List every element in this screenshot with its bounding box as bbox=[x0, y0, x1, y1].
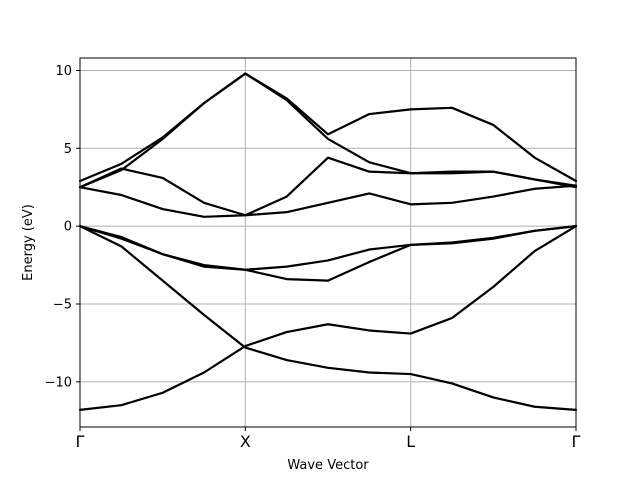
band-line-7 bbox=[78, 72, 578, 189]
y-tick-label: 5 bbox=[64, 142, 72, 157]
x-tick-label: Γ bbox=[76, 432, 85, 451]
band-line-8 bbox=[78, 72, 578, 183]
grid-lines bbox=[79, 58, 577, 427]
band-line-4 bbox=[78, 225, 578, 271]
y-tick-label: −5 bbox=[53, 298, 72, 313]
x-axis-label: Wave Vector bbox=[287, 458, 369, 473]
band-lines bbox=[78, 72, 578, 411]
x-tick-label: L bbox=[406, 432, 415, 451]
y-tick-label: −10 bbox=[45, 375, 72, 390]
x-tick-label: Γ bbox=[572, 432, 581, 451]
band-line-2 bbox=[78, 225, 578, 411]
y-tick-label: 0 bbox=[64, 220, 72, 235]
plot-frame bbox=[79, 57, 577, 428]
y-tick-label: 10 bbox=[55, 64, 72, 79]
axis-ticks: Γ X L Γ 10 5 0 −5 −10 bbox=[45, 64, 581, 451]
y-axis-label: Energy (eV) bbox=[21, 204, 36, 281]
x-tick-label: X bbox=[240, 432, 251, 451]
band-line-1 bbox=[78, 225, 578, 411]
band-line-5 bbox=[78, 184, 578, 218]
